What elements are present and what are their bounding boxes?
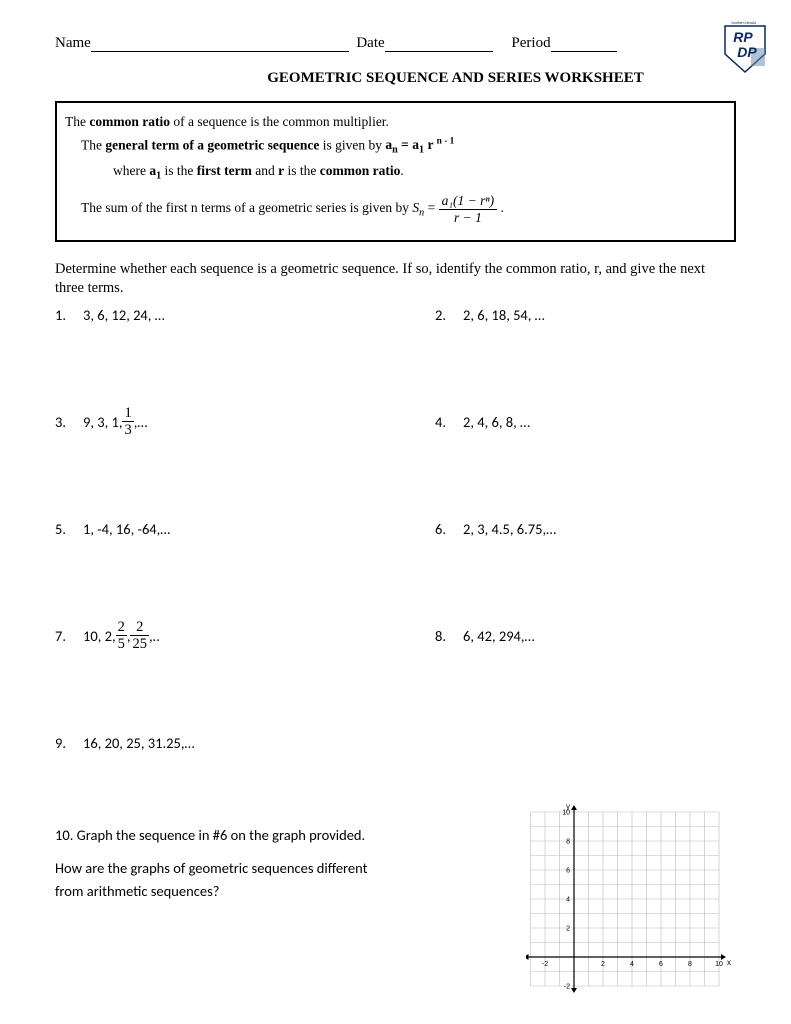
svg-text:y: y bbox=[566, 802, 570, 811]
rpdp-logo: RP DP Southern Nevada bbox=[721, 20, 769, 75]
header-fields: Name Date Period bbox=[55, 35, 736, 52]
info-line-1: The common ratio of a sequence is the co… bbox=[65, 113, 726, 132]
svg-text:6: 6 bbox=[566, 868, 570, 875]
problem-row: 9. 16, 20, 25, 31.25,… bbox=[55, 734, 736, 752]
name-blank[interactable] bbox=[91, 38, 349, 52]
problem-4: 4. 2, 4, 6, 8, … bbox=[435, 406, 736, 438]
fraction: 225 bbox=[130, 620, 149, 652]
info-line-3: where a1 is the first term and r is the … bbox=[113, 162, 726, 184]
instructions: Determine whether each sequence is a geo… bbox=[55, 260, 736, 298]
period-blank[interactable] bbox=[551, 38, 617, 52]
problem-row: 7. 10, 2, 25 , 225 ,.. 8. 6, 42, 294,… bbox=[55, 620, 736, 652]
svg-text:8: 8 bbox=[566, 839, 570, 846]
problem-row: 3. 9, 3, 1, 13 ,… 4. 2, 4, 6, 8, … bbox=[55, 406, 736, 438]
logo-rp: RP bbox=[733, 29, 753, 45]
svg-text:4: 4 bbox=[566, 897, 570, 904]
problem-2: 2. 2, 6, 18, 54, … bbox=[435, 306, 736, 324]
problems-section: 1. 3, 6, 12, 24, … 2. 2, 6, 18, 54, … 3.… bbox=[55, 306, 736, 752]
svg-text:8: 8 bbox=[688, 961, 692, 968]
sum-formula-fraction: a₁(1 − rⁿ)r − 1 bbox=[439, 194, 498, 224]
problem-row: 1. 3, 6, 12, 24, … 2. 2, 6, 18, 54, … bbox=[55, 306, 736, 324]
date-label: Date bbox=[356, 35, 384, 51]
problem-9: 9. 16, 20, 25, 31.25,… bbox=[55, 734, 435, 752]
svg-text:2: 2 bbox=[601, 961, 605, 968]
date-blank[interactable] bbox=[385, 38, 493, 52]
problem-1: 1. 3, 6, 12, 24, … bbox=[55, 306, 435, 324]
worksheet-page: RP DP Southern Nevada Name Date Period G… bbox=[0, 0, 791, 1024]
svg-text:-2: -2 bbox=[542, 961, 548, 968]
problem-row: 5. 1, -4, 16, -64,… 6. 2, 3, 4.5, 6.75,… bbox=[55, 520, 736, 538]
worksheet-title: GEOMETRIC SEQUENCE AND SERIES WORKSHEET bbox=[175, 70, 736, 87]
problem-5: 5. 1, -4, 16, -64,… bbox=[55, 520, 435, 538]
info-line-4: The sum of the first n terms of a geomet… bbox=[81, 194, 726, 224]
svg-text:-2: -2 bbox=[564, 984, 570, 991]
svg-text:6: 6 bbox=[659, 961, 663, 968]
period-label: Period bbox=[511, 35, 550, 51]
fraction: 13 bbox=[122, 406, 133, 438]
fraction: 25 bbox=[116, 620, 127, 652]
svg-text:4: 4 bbox=[630, 961, 634, 968]
logo-dp: DP bbox=[737, 44, 757, 60]
info-box: The common ratio of a sequence is the co… bbox=[55, 101, 736, 242]
problem-7: 7. 10, 2, 25 , 225 ,.. bbox=[55, 620, 435, 652]
problem-3: 3. 9, 3, 1, 13 ,… bbox=[55, 406, 435, 438]
info-line-2: The general term of a geometric sequence… bbox=[81, 136, 726, 158]
svg-text:x: x bbox=[727, 958, 731, 967]
svg-text:10: 10 bbox=[715, 961, 723, 968]
svg-text:2: 2 bbox=[566, 926, 570, 933]
problem-6: 6. 2, 3, 4.5, 6.75,… bbox=[435, 520, 736, 538]
name-label: Name bbox=[55, 35, 91, 51]
problem-8: 8. 6, 42, 294,… bbox=[435, 620, 736, 652]
logo-caption: Southern Nevada bbox=[731, 21, 756, 25]
coordinate-graph: -2246810-2246810xy bbox=[526, 799, 736, 994]
